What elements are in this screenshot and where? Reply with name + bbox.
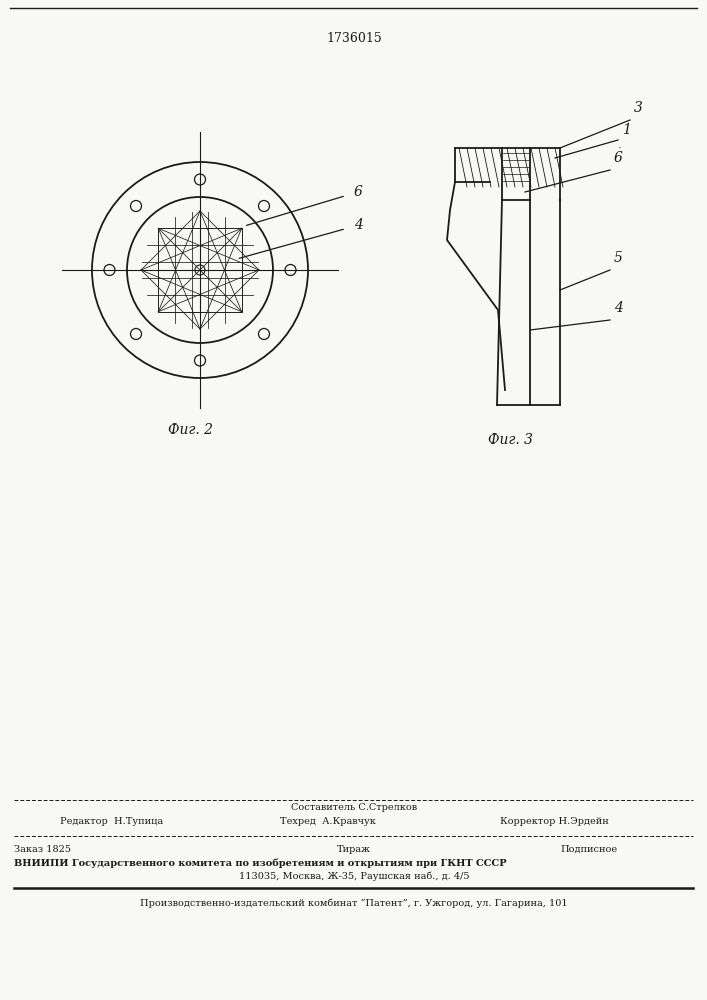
Text: ВНИИПИ Государственного комитета по изобретениям и открытиям при ГКНТ СССР: ВНИИПИ Государственного комитета по изоб… xyxy=(14,858,507,868)
Text: Фиг. 3: Фиг. 3 xyxy=(488,433,532,447)
Text: 1736015: 1736015 xyxy=(326,31,382,44)
Text: Составитель С.Стрелков: Составитель С.Стрелков xyxy=(291,804,417,812)
Text: ·: · xyxy=(618,143,621,153)
Text: 6: 6 xyxy=(354,185,363,199)
Text: Техред  А.Кравчук: Техред А.Кравчук xyxy=(280,818,376,826)
Text: 3: 3 xyxy=(634,101,643,115)
Text: Тираж: Тираж xyxy=(337,844,371,854)
Text: 4: 4 xyxy=(354,218,363,232)
Text: 113035, Москва, Ж-35, Раушская наб., д. 4/5: 113035, Москва, Ж-35, Раушская наб., д. … xyxy=(239,871,469,881)
Text: Производственно-издательский комбинат “Патент”, г. Ужгород, ул. Гагарина, 101: Производственно-издательский комбинат “П… xyxy=(140,898,568,908)
Text: Фиг. 2: Фиг. 2 xyxy=(168,423,213,437)
Text: Редактор  Н.Тупица: Редактор Н.Тупица xyxy=(60,818,163,826)
Text: Заказ 1825: Заказ 1825 xyxy=(14,844,71,854)
Text: 5: 5 xyxy=(614,251,623,265)
Text: 4: 4 xyxy=(614,301,623,315)
Text: 6: 6 xyxy=(614,151,623,165)
Text: 1: 1 xyxy=(622,123,631,137)
Text: Корректор Н.Эрдейн: Корректор Н.Эрдейн xyxy=(500,818,609,826)
Text: Подписное: Подписное xyxy=(560,844,617,854)
